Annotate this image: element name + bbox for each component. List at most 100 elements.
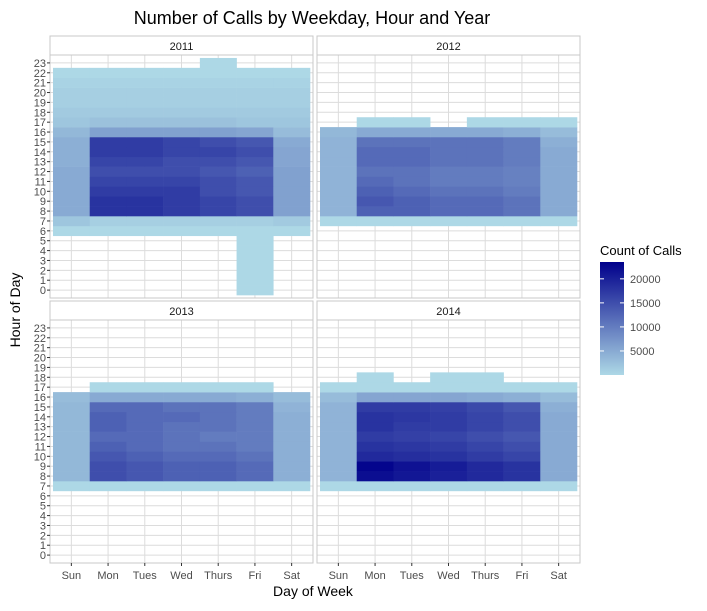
tile	[89, 206, 127, 217]
tile	[199, 411, 237, 423]
y-tick-label: 20	[34, 353, 46, 365]
x-tick-label: Thurs	[471, 570, 500, 582]
y-tick-label: 14	[34, 147, 46, 159]
tile	[236, 67, 274, 79]
x-tick-label: Wed	[170, 570, 192, 582]
tile	[320, 431, 358, 442]
y-axis-title: Hour of Day	[7, 273, 23, 348]
tile	[53, 97, 91, 108]
tile	[236, 117, 274, 128]
tile	[393, 382, 431, 393]
x-tick-label: Wed	[437, 570, 459, 582]
tile	[356, 216, 394, 227]
tile	[393, 117, 431, 128]
tile	[393, 206, 431, 217]
y-tick-label: 7	[40, 216, 46, 228]
y-tick-label: 9	[40, 461, 46, 473]
tile	[163, 225, 201, 237]
tile	[53, 411, 91, 423]
tile	[273, 451, 311, 462]
tile	[199, 107, 237, 118]
tile	[393, 127, 431, 138]
y-tick-label: 11	[35, 441, 46, 453]
tile	[503, 421, 541, 432]
tile	[236, 471, 274, 482]
tile	[430, 481, 468, 492]
tile	[540, 401, 578, 413]
tile	[503, 411, 541, 423]
tile	[320, 471, 358, 482]
tile	[356, 136, 394, 148]
tile	[273, 206, 311, 217]
tile	[393, 166, 431, 177]
tile	[540, 421, 578, 432]
tile	[503, 382, 541, 393]
tile	[236, 235, 274, 246]
tile	[503, 216, 541, 227]
legend: Count of Calls 5000 10000 15000 20000	[600, 243, 682, 375]
tile	[356, 481, 394, 492]
tile	[430, 206, 468, 217]
tile	[199, 206, 237, 217]
tile	[430, 166, 468, 177]
y-tick-label: 11	[35, 176, 46, 188]
tile	[53, 206, 91, 217]
tile	[53, 481, 91, 492]
tile	[163, 392, 201, 403]
tile	[126, 186, 164, 197]
y-tick-label: 6	[40, 491, 46, 503]
tile	[126, 216, 164, 227]
tile	[199, 451, 237, 462]
tile	[163, 382, 201, 393]
tile	[163, 431, 201, 442]
y-tick-label: 6	[40, 226, 46, 238]
y-tick-label: 2	[40, 530, 46, 542]
tile	[53, 127, 91, 138]
x-tick-label: Sat	[550, 570, 567, 582]
tile	[466, 392, 504, 403]
tile	[503, 166, 541, 177]
legend-title: Count of Calls	[600, 243, 682, 258]
tile	[320, 216, 358, 227]
tile	[503, 481, 541, 492]
tile	[273, 461, 311, 472]
tile	[126, 441, 164, 452]
chart-title: Number of Calls by Weekday, Hour and Yea…	[134, 8, 491, 28]
tile	[163, 136, 201, 148]
y-tick-label: 16	[34, 392, 46, 404]
tile	[53, 471, 91, 482]
y-tick-label: 5	[40, 236, 46, 248]
tile	[126, 431, 164, 442]
tile	[430, 216, 468, 227]
tile	[199, 97, 237, 108]
tile	[430, 196, 468, 207]
tile	[53, 401, 91, 413]
tile	[236, 156, 274, 167]
y-tick-label: 10	[34, 186, 46, 198]
tile	[466, 216, 504, 227]
tile	[503, 156, 541, 167]
tile	[89, 127, 127, 138]
tile	[393, 451, 431, 462]
tile	[89, 421, 127, 432]
tile	[236, 225, 274, 237]
y-tick-label: 21	[34, 78, 46, 90]
tile	[163, 401, 201, 413]
y-tick-label: 23	[34, 58, 46, 70]
tile	[199, 146, 237, 158]
tile	[53, 392, 91, 403]
panel-2013: 2013012345678910111213141516171819202122…	[34, 300, 314, 582]
tile	[320, 411, 358, 423]
tile	[199, 127, 237, 138]
tile	[53, 421, 91, 432]
tile	[320, 392, 358, 403]
tile	[320, 441, 358, 452]
tile	[320, 382, 358, 393]
tile	[503, 196, 541, 207]
tile	[89, 431, 127, 442]
tile	[273, 67, 311, 79]
tile	[53, 67, 91, 79]
tile	[430, 127, 468, 138]
tile	[320, 166, 358, 177]
y-tick-label: 4	[40, 246, 46, 258]
